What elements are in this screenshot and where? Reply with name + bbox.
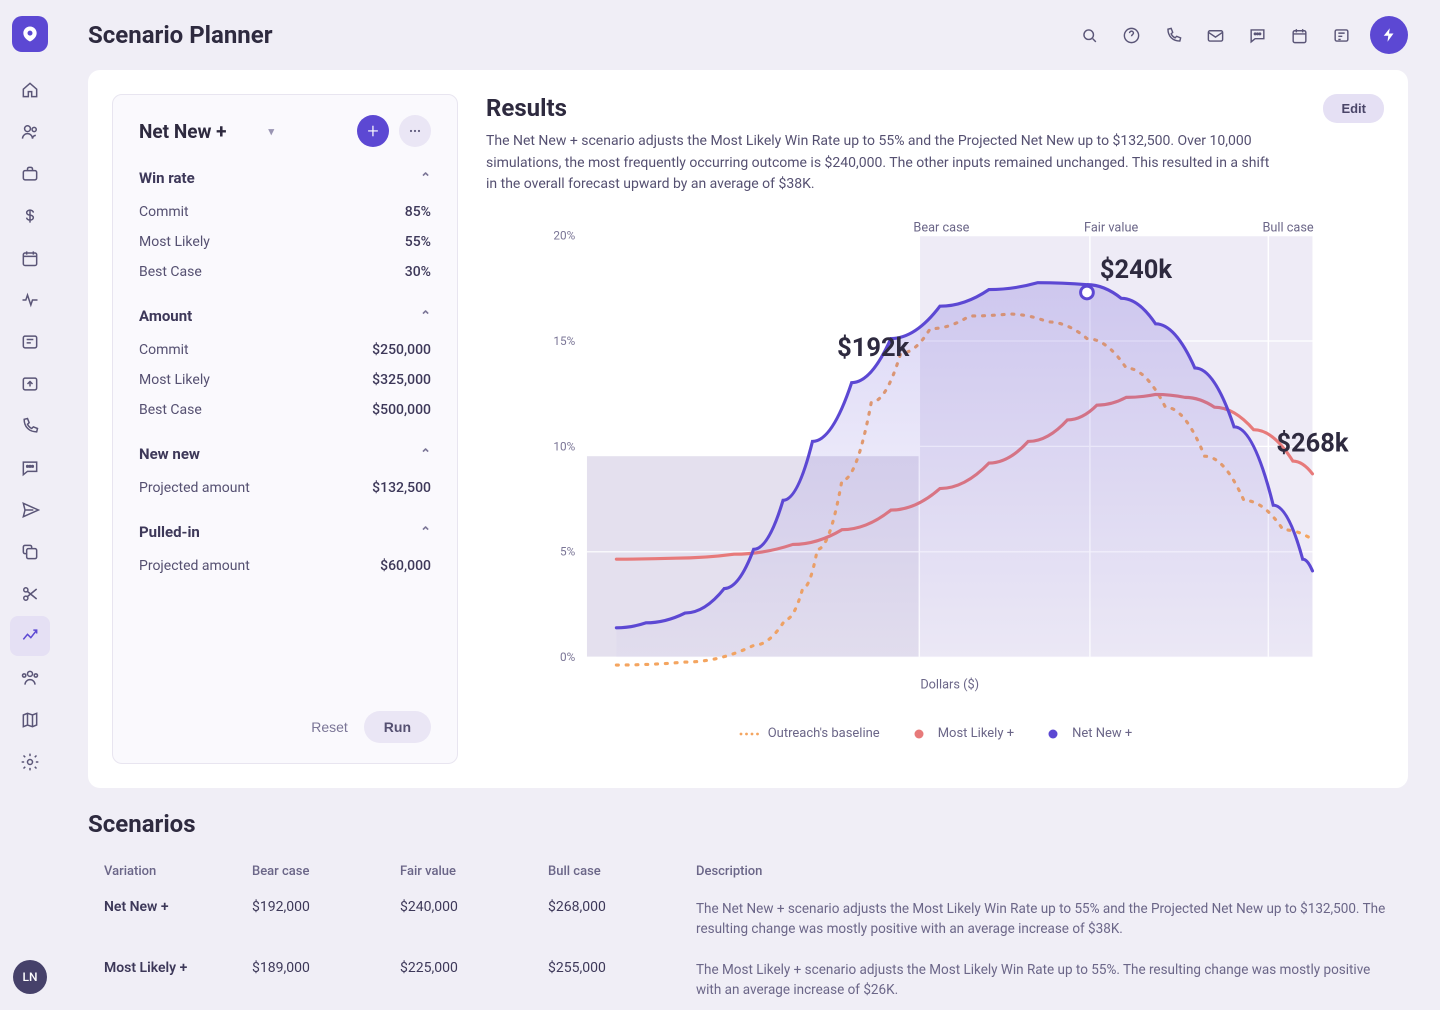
nav-dollar[interactable] [10,196,50,236]
legend-item: Net New + [1042,726,1132,741]
panel-row: Commit85% [139,197,431,227]
panel-row: Best Case$500,000 [139,395,431,425]
svg-text:Dollars ($): Dollars ($) [920,678,979,693]
edit-button[interactable]: Edit [1323,94,1384,123]
user-avatar[interactable]: LN [13,960,47,994]
nav-rail: LN [0,0,60,1010]
svg-text:15%: 15% [553,334,575,348]
svg-text:$268k: $268k [1276,428,1348,458]
run-button[interactable]: Run [364,711,431,743]
chevron-down-icon: ▾ [269,125,275,138]
section-header[interactable]: Amount⌃ [139,307,431,325]
svg-text:$240k: $240k [1100,255,1172,285]
table-row[interactable]: Net New +$192,000$240,000$268,000The Net… [88,889,1408,950]
results-region: Results Edit The Net New + scenario adju… [486,94,1384,764]
scenarios-table: Variation Bear case Fair value Bull case Des… [88,854,1408,1010]
table-column-header: Bear case [252,864,392,879]
nav-home[interactable] [10,70,50,110]
legend-item: Outreach's baseline [738,726,880,741]
nav-upload[interactable] [10,364,50,404]
panel-row: Commit$250,000 [139,335,431,365]
table-column-header: Variation [104,864,244,879]
results-title: Results [486,94,567,122]
legend-item: Most Likely + [908,726,1014,741]
nav-scissors[interactable] [10,574,50,614]
svg-text:Bull case: Bull case [1262,221,1313,236]
nav-briefcase[interactable] [10,154,50,194]
panel-row: Most Likely55% [139,227,431,257]
svg-text:0%: 0% [560,650,576,664]
help-icon[interactable] [1112,16,1150,54]
scenario-select[interactable]: Net New + ▾ [139,120,347,143]
nav-map[interactable] [10,700,50,740]
nav-people[interactable] [10,112,50,152]
table-column-header: Fair value [400,864,540,879]
panel-row: Most Likely$325,000 [139,365,431,395]
nav-team[interactable] [10,658,50,698]
nav-calendar[interactable] [10,238,50,278]
results-chart: 0% 5% 10% 15% 20% Bear case Fair value Bull cas… [486,216,1384,716]
calendar-icon[interactable] [1280,16,1318,54]
app-logo[interactable] [12,16,48,52]
search-icon[interactable] [1070,16,1108,54]
results-description: The Net New + scenario adjusts the Most … [486,131,1276,196]
table-column-header: Bull case [548,864,688,879]
nav-trend[interactable] [10,616,50,656]
nav-settings[interactable] [10,742,50,782]
chevron-up-icon: ⌃ [420,309,431,324]
section-header[interactable]: Pulled-in⌃ [139,523,431,541]
nav-chat[interactable] [10,448,50,488]
nav-card[interactable] [10,322,50,362]
page-title: Scenario Planner [88,21,273,49]
section-header[interactable]: Win rate⌃ [139,169,431,187]
svg-text:Fair value: Fair value [1084,221,1138,236]
topbar: Scenario Planner [88,0,1408,70]
panel-row: Projected amount$60,000 [139,551,431,581]
panel-row: Best Case30% [139,257,431,287]
chart-legend: Outreach's baseline Most Likely + Net New … [486,726,1384,741]
svg-text:Bear case: Bear case [913,221,969,236]
svg-text:20%: 20% [553,229,575,243]
mail-icon[interactable] [1196,16,1234,54]
bolt-button[interactable] [1370,16,1408,54]
table-column-header: Description [696,864,1392,879]
svg-text:$192k: $192k [837,333,909,363]
nav-send[interactable] [10,490,50,530]
nav-phone[interactable] [10,406,50,446]
svg-text:5%: 5% [560,545,576,559]
message-icon[interactable] [1238,16,1276,54]
scenarios-title: Scenarios [88,810,1408,838]
phone-icon[interactable] [1154,16,1192,54]
table-row[interactable]: Most Likely +$189,000$225,000$255,000The… [88,950,1408,1010]
reset-button[interactable]: Reset [311,719,348,735]
nav-pulse[interactable] [10,280,50,320]
section-header[interactable]: New new⌃ [139,445,431,463]
scenario-panel: Net New + ▾ + Win rate⌃Commit85%Most Lik… [112,94,458,764]
more-button[interactable] [399,115,431,147]
chevron-up-icon: ⌃ [420,447,431,462]
panel-row: Projected amount$132,500 [139,473,431,503]
chevron-up-icon: ⌃ [420,171,431,186]
chevron-up-icon: ⌃ [420,525,431,540]
nav-copy[interactable] [10,532,50,572]
add-scenario-button[interactable]: + [357,115,389,147]
list-icon[interactable] [1322,16,1360,54]
svg-text:10%: 10% [553,439,575,453]
